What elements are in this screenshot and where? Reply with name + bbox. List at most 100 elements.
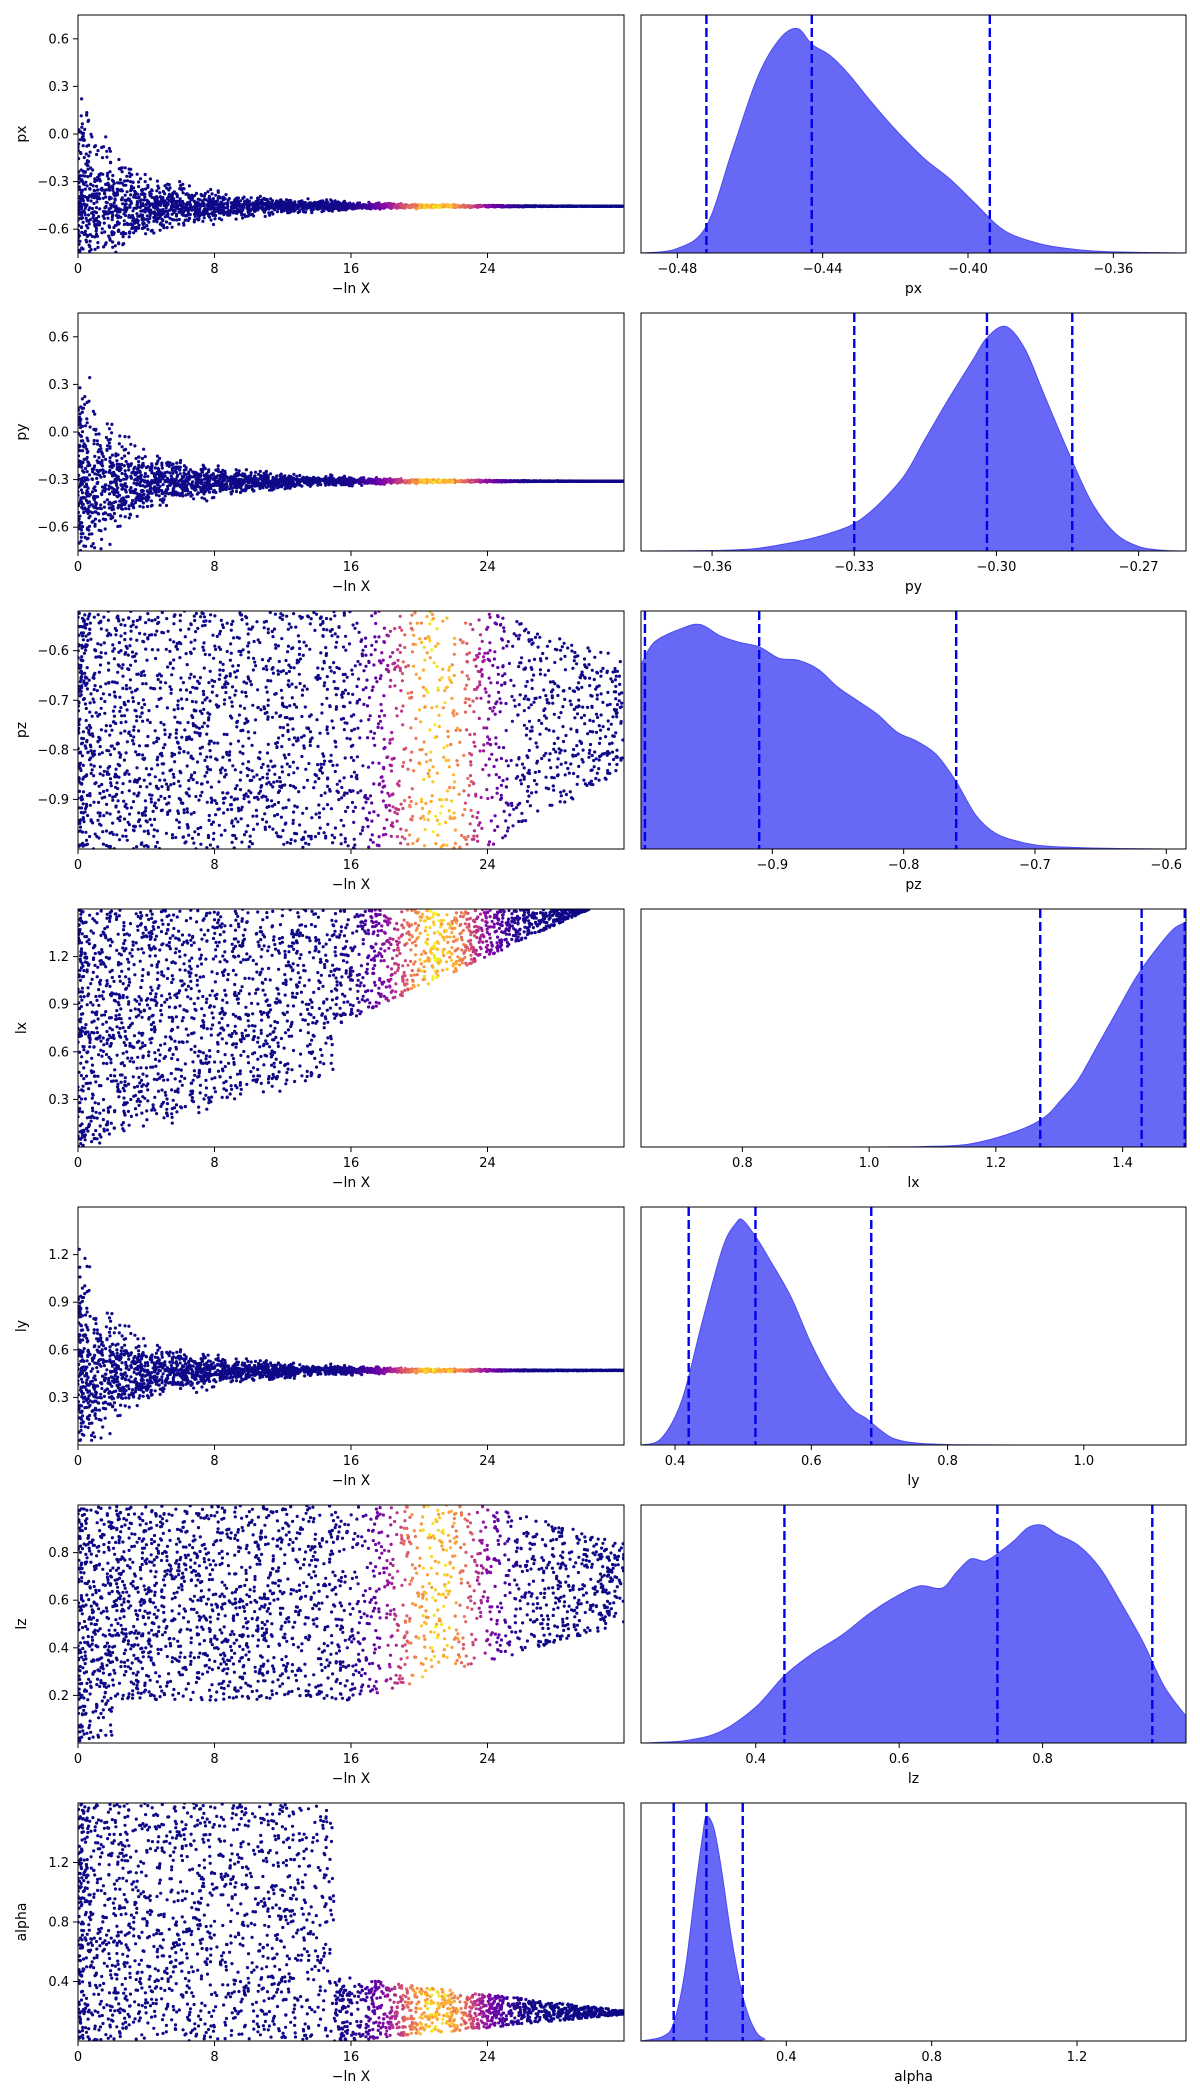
- trace-point: [90, 467, 94, 471]
- trace-point: [165, 226, 169, 230]
- trace-point: [107, 484, 111, 488]
- trace-point: [179, 183, 183, 188]
- trace-point: [342, 208, 346, 212]
- trace-point: [107, 177, 111, 181]
- trace-point: [234, 489, 239, 494]
- trace-point: [190, 493, 194, 497]
- trace-point: [240, 488, 244, 492]
- trace-point: [258, 485, 262, 489]
- trace-point: [84, 204, 88, 208]
- trace-point: [97, 432, 101, 436]
- trace-point: [229, 484, 233, 488]
- trace-point: [88, 206, 92, 210]
- trace-point: [226, 201, 230, 205]
- trace-point: [80, 461, 84, 465]
- trace-point: [243, 489, 247, 493]
- trace-point: [258, 194, 262, 198]
- trace-point: [264, 469, 268, 473]
- trace-point: [527, 479, 531, 483]
- trace-point: [216, 464, 220, 468]
- trace-point: [237, 210, 241, 214]
- trace-point: [234, 217, 238, 221]
- trace-point: [80, 502, 85, 506]
- trace-point: [123, 179, 127, 183]
- trace-point: [85, 240, 89, 244]
- trace-point: [619, 204, 624, 208]
- trace-point: [371, 206, 375, 210]
- trace-point: [258, 469, 262, 473]
- trace-point: [275, 474, 279, 478]
- trace-point: [158, 503, 162, 507]
- trace-point: [125, 179, 130, 183]
- trace-point: [181, 488, 185, 492]
- trace-point: [141, 484, 145, 488]
- trace-point: [276, 205, 280, 210]
- y-tick-label: 0.3: [48, 80, 69, 95]
- trace-point: [203, 209, 207, 213]
- trace-point: [140, 465, 144, 469]
- trace-point: [181, 199, 185, 204]
- trace-point: [141, 488, 145, 493]
- trace-point: [122, 183, 126, 187]
- trace-point: [262, 210, 267, 214]
- trace-point: [88, 514, 92, 518]
- trace-point: [138, 480, 142, 484]
- trace-point: [108, 459, 112, 463]
- trace-point: [329, 198, 333, 202]
- trace-point: [149, 192, 153, 196]
- trace-point: [78, 210, 81, 214]
- trace-point: [93, 210, 97, 214]
- trace-point: [124, 477, 128, 481]
- trace-point: [123, 472, 127, 476]
- trace-point: [168, 216, 172, 220]
- trace-point: [338, 206, 342, 211]
- trace-point: [125, 206, 129, 210]
- trace-point: [160, 466, 164, 470]
- trace-point: [92, 442, 96, 446]
- trace-point: [118, 181, 122, 185]
- trace-point: [289, 199, 293, 203]
- trace-point: [136, 219, 140, 223]
- trace-point: [146, 218, 150, 222]
- trace-point: [112, 480, 116, 484]
- trace-point: [131, 498, 135, 503]
- trace-point: [187, 482, 191, 486]
- trace-point: [527, 204, 532, 208]
- trace-point: [193, 488, 197, 492]
- trace-point: [211, 222, 216, 227]
- trace-point: [249, 202, 253, 206]
- trace-point: [83, 213, 87, 217]
- trace-point: [93, 177, 97, 181]
- trace-point: [269, 197, 273, 201]
- trace-point: [217, 470, 221, 474]
- trace-point: [129, 513, 133, 517]
- trace-point: [325, 198, 329, 202]
- trace-point: [168, 186, 172, 190]
- trace-point: [197, 202, 201, 206]
- trace-point: [163, 203, 167, 207]
- trace-point: [88, 194, 92, 198]
- trace-point: [145, 206, 149, 210]
- trace-point: [198, 481, 202, 485]
- trace-point: [108, 170, 112, 174]
- trace-point: [94, 206, 99, 210]
- trace-point: [226, 479, 230, 483]
- trace-point: [199, 488, 203, 492]
- trace-point: [101, 145, 106, 149]
- trace-point: [150, 188, 154, 192]
- trace-point: [165, 201, 169, 205]
- trace-point: [78, 449, 82, 453]
- trace-point: [127, 235, 131, 239]
- trace-point: [133, 219, 138, 223]
- trace-point: [304, 203, 308, 207]
- trace-point: [211, 490, 215, 494]
- trace-point: [90, 532, 94, 536]
- trace-point: [149, 504, 153, 508]
- trace-point: [132, 195, 136, 199]
- trace-point: [110, 490, 114, 494]
- trace-point: [158, 213, 162, 217]
- x-tick-label: −0.40: [948, 262, 988, 277]
- trace-point: [249, 480, 253, 484]
- trace-point: [476, 203, 480, 208]
- trace-point: [117, 167, 121, 171]
